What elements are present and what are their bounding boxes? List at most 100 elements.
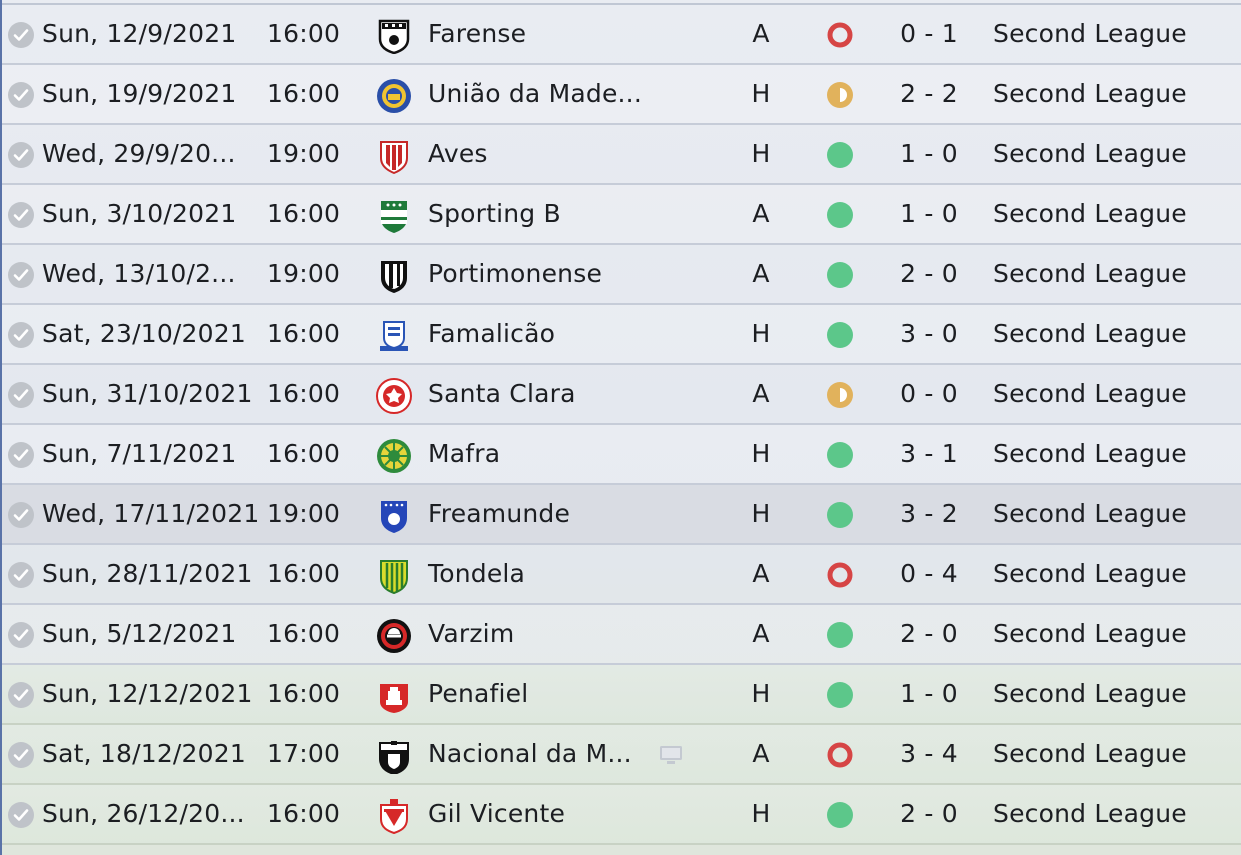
opponent-name[interactable]: Freamunde <box>428 499 571 528</box>
match-score[interactable]: 3 - 2 <box>900 499 958 528</box>
table-row[interactable]: Sun, 28/11/2021 16:00 Tondela A 0 - 4 Second … <box>2 545 1241 605</box>
table-row[interactable]: Sun, 31/10/2021 16:00 Santa Clara A 0 - 0 Sec… <box>2 365 1241 425</box>
venue-indicator: A <box>752 199 770 228</box>
win-result-icon <box>827 622 853 648</box>
loss-result-icon <box>827 22 853 48</box>
competition-name[interactable]: Second League <box>993 619 1187 648</box>
fixture-time: 16:00 <box>267 799 341 828</box>
uniao-da-madeira-crest-icon[interactable] <box>376 78 412 114</box>
match-score[interactable]: 2 - 0 <box>900 619 958 648</box>
fixture-date: Sun, 19/9/2021 <box>42 79 237 108</box>
opponent-name[interactable]: Portimonense <box>428 259 603 288</box>
match-score[interactable]: 1 - 0 <box>900 199 958 228</box>
venue-indicator: H <box>751 319 771 348</box>
table-row[interactable]: Sun, 7/11/2021 16:00 Mafra H 3 - 1 Second Lea… <box>2 425 1241 485</box>
table-row[interactable]: Sat, 23/10/2021 16:00 Famalicão H 3 - 0 Secon… <box>2 305 1241 365</box>
competition-name[interactable]: Second League <box>993 679 1187 708</box>
competition-name[interactable]: Second League <box>993 799 1187 828</box>
competition-name[interactable]: Second League <box>993 439 1187 468</box>
fixture-date: Sun, 12/12/2021 <box>42 679 253 708</box>
match-score[interactable]: 3 - 4 <box>900 739 958 768</box>
opponent-name[interactable]: União da Made... <box>428 79 642 108</box>
competition-name[interactable]: Second League <box>993 739 1187 768</box>
competition-name[interactable]: Second League <box>993 319 1187 348</box>
famalicao-crest-icon[interactable] <box>376 318 412 354</box>
fixture-date: Sun, 7/11/2021 <box>42 439 237 468</box>
fixture-time: 16:00 <box>267 619 341 648</box>
tv-icon <box>660 746 682 764</box>
competition-name[interactable]: Second League <box>993 379 1187 408</box>
portimonense-crest-icon[interactable] <box>376 258 412 294</box>
competition-name[interactable]: Second League <box>993 259 1187 288</box>
table-row[interactable]: Sun, 19/9/2021 16:00 União da Made... H 2 - … <box>2 65 1241 125</box>
competition-name[interactable]: Second League <box>993 199 1187 228</box>
aves-crest-icon[interactable] <box>376 138 412 174</box>
fixture-time: 16:00 <box>267 679 341 708</box>
checkmark-icon <box>8 742 34 768</box>
checkmark-icon <box>8 442 34 468</box>
penafiel-crest-icon[interactable] <box>376 678 412 714</box>
venue-indicator: A <box>752 739 770 768</box>
opponent-name[interactable]: Nacional da M... <box>428 739 632 768</box>
opponent-name[interactable]: Sporting B <box>428 199 561 228</box>
fixture-date: Sun, 26/12/20... <box>42 799 245 828</box>
venue-indicator: H <box>751 439 771 468</box>
opponent-name[interactable]: Santa Clara <box>428 379 576 408</box>
opponent-name[interactable]: Gil Vicente <box>428 799 566 828</box>
opponent-name[interactable]: Mafra <box>428 439 501 468</box>
fixture-time: 19:00 <box>267 499 341 528</box>
table-row[interactable]: Wed, 17/11/2021 19:00 Freamunde H 3 - 2 Secon… <box>2 485 1241 545</box>
freamunde-crest-icon[interactable] <box>376 498 412 534</box>
venue-indicator: A <box>752 259 770 288</box>
competition-name[interactable]: Second League <box>993 79 1187 108</box>
competition-name[interactable]: Second League <box>993 139 1187 168</box>
checkmark-icon <box>8 562 34 588</box>
opponent-name[interactable]: Famalicão <box>428 319 556 348</box>
venue-indicator: H <box>751 79 771 108</box>
venue-indicator: H <box>751 799 771 828</box>
table-row[interactable]: Sun, 3/10/2021 16:00 Sporting B A 1 - 0 Secon… <box>2 185 1241 245</box>
checkmark-icon <box>8 22 34 48</box>
table-row[interactable]: Wed, 29/9/20... 19:00 Aves H 1 - 0 Second Lea… <box>2 125 1241 185</box>
mafra-crest-icon[interactable] <box>376 438 412 474</box>
match-score[interactable]: 1 - 0 <box>900 139 958 168</box>
competition-name[interactable]: Second League <box>993 499 1187 528</box>
tondela-crest-icon[interactable] <box>376 558 412 594</box>
opponent-name[interactable]: Varzim <box>428 619 515 648</box>
competition-name[interactable]: Second League <box>993 19 1187 48</box>
match-score[interactable]: 3 - 0 <box>900 319 958 348</box>
table-row[interactable]: Sun, 5/12/2021 16:00 Varzim A 2 - 0 Second Le… <box>2 605 1241 665</box>
varzim-crest-icon[interactable] <box>376 618 412 654</box>
farense-crest-icon[interactable] <box>376 18 412 54</box>
fixture-time: 16:00 <box>267 199 341 228</box>
match-score[interactable]: 2 - 2 <box>900 79 958 108</box>
opponent-name[interactable]: Penafiel <box>428 679 529 708</box>
match-score[interactable]: 0 - 4 <box>900 559 958 588</box>
table-row[interactable]: Sat, 18/12/2021 17:00 Nacional da M... A 3 -… <box>2 725 1241 785</box>
table-row[interactable]: Sun, 12/9/2021 16:00 Farense A 0 - 1 Second L… <box>2 5 1241 65</box>
table-row[interactable]: Wed, 13/10/2... 19:00 Portimonense A 2 - 0 Se… <box>2 245 1241 305</box>
match-score[interactable]: 2 - 0 <box>900 799 958 828</box>
opponent-name[interactable]: Aves <box>428 139 488 168</box>
opponent-name[interactable]: Tondela <box>428 559 526 588</box>
sporting-b-crest-icon[interactable] <box>376 198 412 234</box>
gil-vicente-crest-icon[interactable] <box>376 798 412 834</box>
checkmark-icon <box>8 202 34 228</box>
venue-indicator: A <box>752 559 770 588</box>
match-score[interactable]: 3 - 1 <box>900 439 958 468</box>
table-row[interactable]: Sun, 12/12/2021 16:00 Penafiel H 1 - 0 Second… <box>2 665 1241 725</box>
checkmark-icon <box>8 322 34 348</box>
venue-indicator: A <box>752 379 770 408</box>
competition-name[interactable]: Second League <box>993 559 1187 588</box>
match-score[interactable]: 0 - 1 <box>900 19 958 48</box>
match-score[interactable]: 2 - 0 <box>900 259 958 288</box>
santa-clara-crest-icon[interactable] <box>376 378 412 414</box>
match-score[interactable]: 0 - 0 <box>900 379 958 408</box>
nacional-crest-icon[interactable] <box>376 738 412 774</box>
opponent-name[interactable]: Farense <box>428 19 527 48</box>
table-row[interactable]: Sun, 26/12/20... 16:00 Gil Vicente H 2 - 0 Se… <box>2 785 1241 845</box>
match-score[interactable]: 1 - 0 <box>900 679 958 708</box>
fixture-time: 16:00 <box>267 559 341 588</box>
venue-indicator: H <box>751 679 771 708</box>
